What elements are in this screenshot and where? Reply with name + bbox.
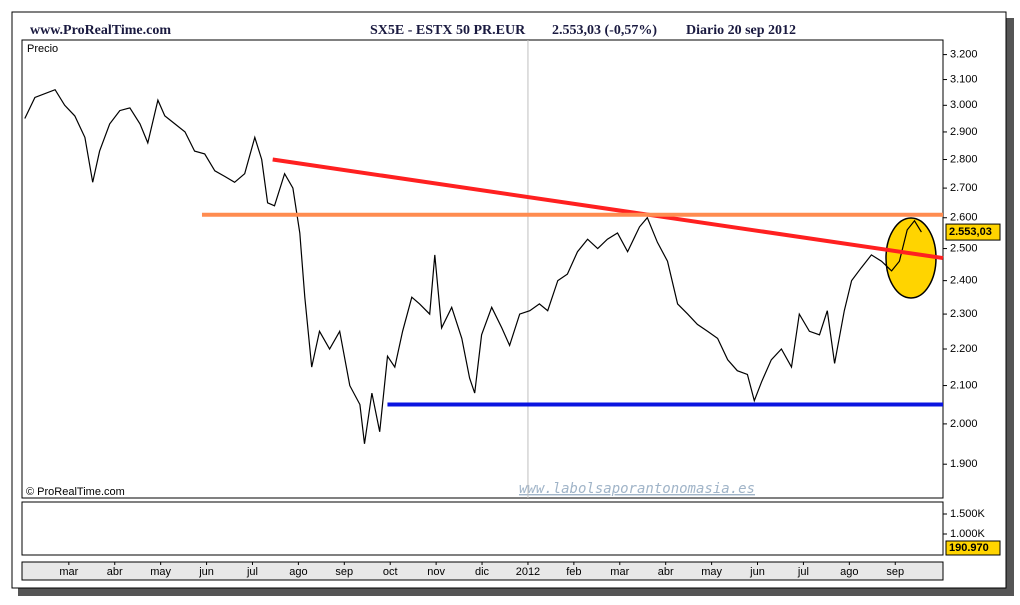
y-tick-label: 3.000	[950, 99, 978, 111]
x-tick-label: dic	[475, 566, 490, 578]
last-volume-label: 190.970	[949, 542, 989, 554]
copyright: © ProRealTime.com	[26, 486, 125, 498]
x-tick-label: may	[150, 566, 171, 578]
y-tick-label: 1.900	[950, 458, 978, 470]
watermark: www.labolsaporantonomasia.es	[519, 481, 755, 497]
x-tick-label: jun	[749, 566, 765, 578]
y-tick-label: 2.700	[950, 182, 978, 194]
y-tick-label: 2.200	[950, 343, 978, 355]
x-tick-label: ago	[840, 566, 858, 578]
y-tick-label: 3.200	[950, 49, 978, 61]
last-price-label: 2.553,03	[949, 226, 992, 238]
last-price-box	[945, 223, 1001, 241]
last-volume-box	[945, 540, 1001, 556]
volume-tick-label: 1.500K	[950, 508, 986, 520]
x-tick-label: abr	[107, 566, 123, 578]
x-tick-label: mar	[59, 566, 78, 578]
x-tick-label: feb	[566, 566, 581, 578]
y-tick-label: 2.300	[950, 308, 978, 320]
price-line	[24, 88, 922, 444]
x-tick-label: may	[701, 566, 722, 578]
x-tick-label: mar	[610, 566, 629, 578]
x-tick-label: sep	[335, 566, 353, 578]
x-tick-label: 2012	[516, 566, 540, 578]
period: Diario 20 sep 2012	[686, 23, 796, 38]
y-tick-label: 2.100	[950, 379, 978, 391]
x-tick-label: nov	[427, 566, 445, 578]
trend-line	[272, 157, 944, 261]
site: www.ProRealTime.com	[30, 23, 171, 38]
chart-title: SX5E - ESTX 50 PR.EUR	[370, 23, 526, 38]
x-tick-label: jul	[246, 566, 258, 578]
highlight-ellipse	[885, 217, 937, 299]
quote: 2.553,03 (-0,57%)	[552, 23, 657, 38]
y-tick-label: 2.400	[950, 275, 978, 287]
y-tick-label: 2.900	[950, 126, 978, 138]
x-tick-label: abr	[658, 566, 674, 578]
x-tick-label: jul	[797, 566, 809, 578]
y-tick-label: 2.600	[950, 212, 978, 224]
series-label: Precio	[27, 43, 58, 55]
price-panel	[21, 39, 944, 499]
volume-tick-label: 1.000K	[950, 528, 986, 540]
y-tick-label: 3.100	[950, 73, 978, 85]
x-tick-label: oct	[383, 566, 398, 578]
volume-panel	[21, 501, 944, 556]
x-tick-label: ago	[289, 566, 307, 578]
x-tick-label: jun	[198, 566, 214, 578]
y-tick-label: 2.800	[950, 153, 978, 165]
y-tick-label: 2.000	[950, 418, 978, 430]
x-tick-label: sep	[886, 566, 904, 578]
y-tick-label: 2.500	[950, 242, 978, 254]
